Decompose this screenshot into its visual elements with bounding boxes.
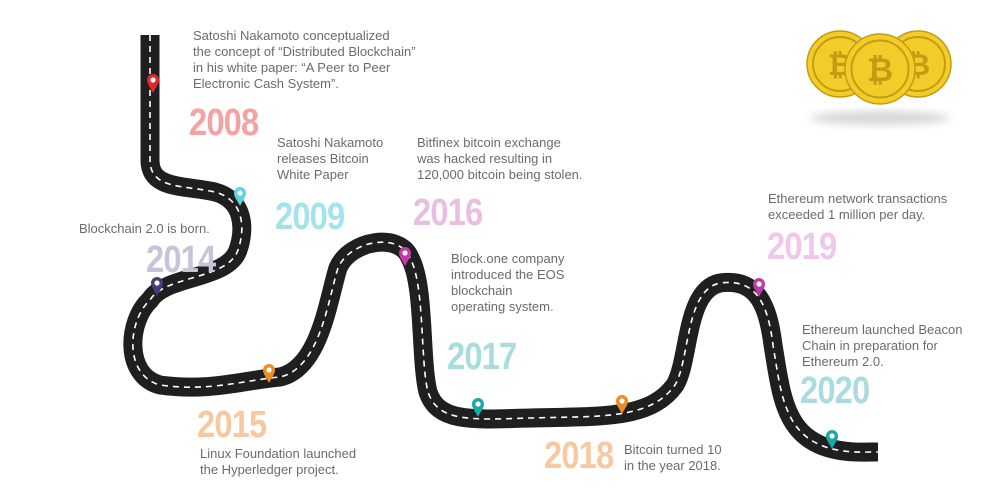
pin-2008: [147, 74, 159, 93]
map-pin-icon: [753, 278, 765, 297]
pin-2017: [472, 398, 484, 417]
pin-2015: [263, 364, 275, 383]
event-description-2008: Satoshi Nakamoto conceptualized the conc…: [193, 28, 416, 91]
event-year-2008: 2008: [189, 102, 259, 144]
pin-2014: [151, 277, 163, 296]
bitcoin-coins-illustration: ₿ ₿ ₿: [806, 30, 952, 125]
event-description-2009: Satoshi Nakamoto releases Bitcoin White …: [277, 135, 384, 182]
map-pin-icon: [234, 187, 246, 206]
event-description-2016: Bitfinex bitcoin exchange was hacked res…: [417, 135, 583, 182]
event-year-2016: 2016: [413, 192, 483, 234]
map-pin-icon: [616, 395, 628, 414]
bitcoin-coin-icon: ₿: [844, 33, 916, 105]
event-year-2014: 2014: [146, 239, 216, 281]
event-year-2017: 2017: [447, 336, 517, 378]
event-description-2018: Bitcoin turned 10 in the year 2018.: [624, 442, 722, 473]
event-description-2020: Ethereum launched Beacon Chain in prepar…: [802, 322, 963, 369]
event-year-2015: 2015: [197, 404, 267, 446]
event-year-2018: 2018: [544, 435, 614, 477]
pin-2018: [616, 395, 628, 414]
map-pin-icon: [263, 364, 275, 383]
event-description-2017: Block.one company introduced the EOS blo…: [451, 251, 565, 314]
road: [123, 35, 880, 462]
svg-text:₿: ₿: [867, 51, 893, 89]
event-year-2009: 2009: [275, 196, 345, 238]
event-description-2019: Ethereum network transactions exceeded 1…: [768, 191, 948, 222]
event-description-2015: Linux Foundation launched the Hyperledge…: [200, 446, 357, 477]
event-description-2014: Blockchain 2.0 is born.: [79, 221, 210, 236]
pin-2019: [753, 278, 765, 297]
map-pin-icon: [826, 430, 838, 449]
map-pin-icon: [147, 74, 159, 93]
pin-2020: [826, 430, 838, 449]
road-center-line: [132, 35, 878, 453]
map-pin-icon: [472, 398, 484, 417]
pin-2009: [234, 187, 246, 206]
map-pin-icon: [399, 247, 411, 266]
event-year-2020: 2020: [800, 370, 870, 412]
event-year-2019: 2019: [767, 226, 837, 268]
pin-2016: [399, 247, 411, 266]
map-pin-icon: [151, 277, 163, 296]
